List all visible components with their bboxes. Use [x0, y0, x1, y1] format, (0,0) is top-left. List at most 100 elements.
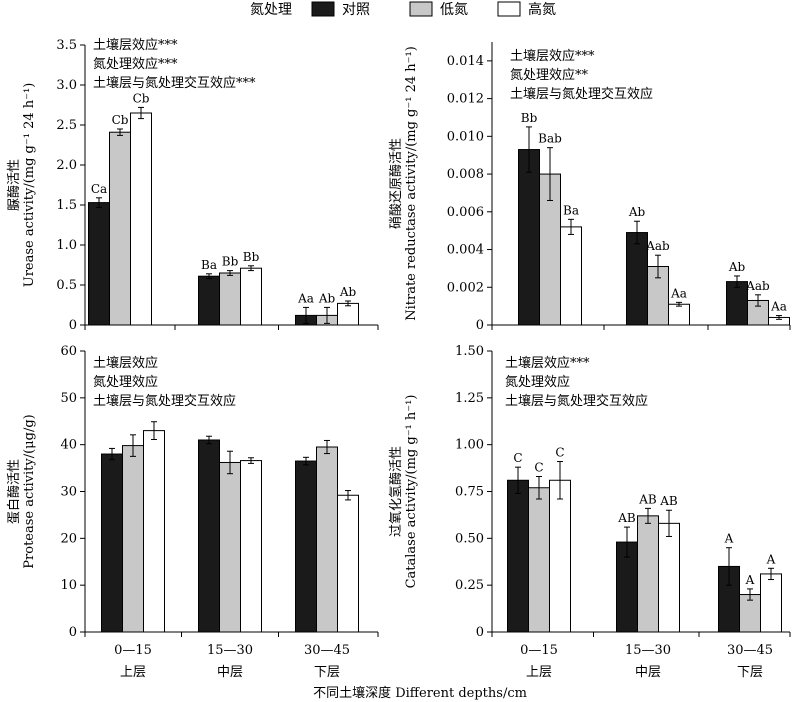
y-tick-label: 0.012	[447, 92, 484, 107]
significance-label: Ab	[339, 285, 357, 299]
legend-label-control: 对照	[342, 2, 370, 18]
y-axis-label-cn: 脲酶活性	[6, 159, 22, 211]
significance-label: AB	[659, 494, 678, 508]
y-tick-label: 0.008	[447, 167, 484, 182]
bar	[337, 302, 359, 326]
x-tick-layer: 上层	[120, 665, 146, 680]
bar	[549, 479, 571, 633]
effect-annotation: 氮处理效应***	[93, 56, 178, 72]
y-tick-label: 1.00	[455, 438, 484, 453]
bar	[626, 232, 648, 326]
bar	[337, 494, 359, 633]
significance-label: C	[555, 446, 564, 460]
bar	[507, 479, 529, 633]
significance-label: Ab	[628, 205, 646, 219]
x-tick-layer: 中层	[635, 665, 661, 680]
significance-label: A	[745, 573, 755, 587]
y-tick-label: 0.006	[447, 205, 484, 220]
y-tick-label: 0	[69, 318, 77, 333]
x-tick-range: 15—30	[625, 643, 671, 658]
effect-annotation: 土壤层与氮处理交互效应	[93, 393, 236, 409]
bar	[88, 202, 110, 326]
panel-urease: 0 0.5 1.0 1.5 2.0 2.5 3.0 3.5 土壤层效应*** 氮处理效应*** 土壤…	[6, 37, 379, 333]
significance-label: AB	[638, 492, 657, 506]
x-tick-range: 30—45	[304, 643, 350, 658]
bar	[518, 149, 540, 326]
x-tick-range: 0—15	[114, 643, 152, 658]
bar	[658, 522, 680, 633]
effect-annotation: 土壤层效应***	[505, 355, 590, 371]
bar	[198, 275, 220, 326]
legend-swatch-control	[311, 1, 335, 17]
bar	[122, 445, 144, 633]
significance-label: A	[766, 552, 776, 566]
significance-label: Aa	[770, 300, 787, 314]
y-tick-label: 40	[60, 438, 77, 453]
bar	[637, 515, 659, 633]
significance-label: Aa	[670, 286, 687, 300]
x-tick-labels: 0—15 上层 15—30 中层 30—45 下层 0—15 上层 15—30 …	[114, 643, 773, 680]
y-tick-label: 1.0	[56, 238, 77, 253]
significance-label: C	[534, 461, 543, 475]
legend-label-low: 低氮	[440, 2, 468, 18]
effect-annotation: 氮处理效应	[93, 374, 158, 390]
significance-label: Aa	[297, 291, 314, 305]
legend-title: 氮处理	[250, 2, 292, 18]
effect-annotation: 氮处理效应	[505, 374, 570, 390]
x-tick-range: 0—15	[520, 643, 558, 658]
y-tick-label: 20	[60, 531, 77, 546]
bar	[760, 573, 782, 633]
legend-swatch-low	[409, 1, 433, 17]
y-tick-label: 1.25	[455, 391, 484, 406]
bar	[240, 460, 262, 633]
y-tick-label: 0.004	[447, 243, 484, 258]
y-tick-label: 50	[60, 391, 77, 406]
effect-annotation: 土壤层与氮处理交互效应	[505, 393, 648, 409]
x-tick-layer: 下层	[737, 665, 763, 680]
bar	[316, 446, 338, 633]
bar	[109, 131, 131, 326]
x-tick-layer: 下层	[314, 665, 340, 680]
bar	[219, 461, 241, 633]
y-tick-label: 2.0	[56, 158, 77, 173]
bar	[560, 226, 582, 326]
effect-annotation: 土壤层效应***	[510, 48, 595, 64]
y-axis-label-en: Catalase activity/(mg g⁻¹ h⁻¹)	[404, 395, 419, 589]
y-tick-label: 10	[60, 578, 77, 593]
significance-label: Cb	[112, 113, 129, 127]
x-tick-layer: 上层	[526, 665, 552, 680]
y-tick-label: 3.5	[56, 38, 77, 53]
y-tick-label: 0.5	[56, 278, 77, 293]
bar	[101, 453, 123, 633]
y-tick-label: 0	[476, 625, 484, 640]
bar	[219, 272, 241, 326]
y-tick-label: 0	[476, 318, 484, 333]
y-tick-label: 0	[69, 625, 77, 640]
effect-annotation: 土壤层效应	[93, 355, 158, 371]
legend-label-high: 高氮	[528, 1, 556, 18]
y-axis-label-en: Protease activity/(μg/g)	[22, 414, 37, 568]
bar	[240, 267, 262, 326]
y-tick-label: 1.50	[455, 344, 484, 359]
y-tick-label: 60	[60, 344, 77, 359]
significance-label: Ba	[563, 203, 579, 217]
y-axis-label-cn: 硝酸还原酶活性	[388, 138, 404, 229]
legend-swatch-high	[497, 1, 521, 17]
panel-nitrate-reductase: 0 0.002 0.004 0.006 0.008 0.010 0.012 0.014 土壤层效…	[388, 42, 791, 333]
y-axis-label-en: Nitrate reductase activity/(mg g⁻¹ 24 h⁻…	[404, 46, 419, 321]
bar	[726, 281, 748, 326]
significance-label: A	[724, 532, 734, 546]
bar	[668, 303, 690, 326]
legend: 氮处理 对照 低氮 高氮	[250, 1, 556, 18]
y-tick-label: 1.5	[56, 198, 77, 213]
significance-label: Ab	[728, 260, 746, 274]
x-tick-range: 30—45	[727, 643, 773, 658]
bar	[130, 112, 152, 326]
bar	[295, 460, 317, 633]
significance-label: Bb	[243, 250, 260, 264]
y-tick-label: 3.0	[56, 78, 77, 93]
y-tick-label: 2.5	[56, 118, 77, 133]
bar	[198, 439, 220, 633]
bar	[143, 430, 165, 633]
